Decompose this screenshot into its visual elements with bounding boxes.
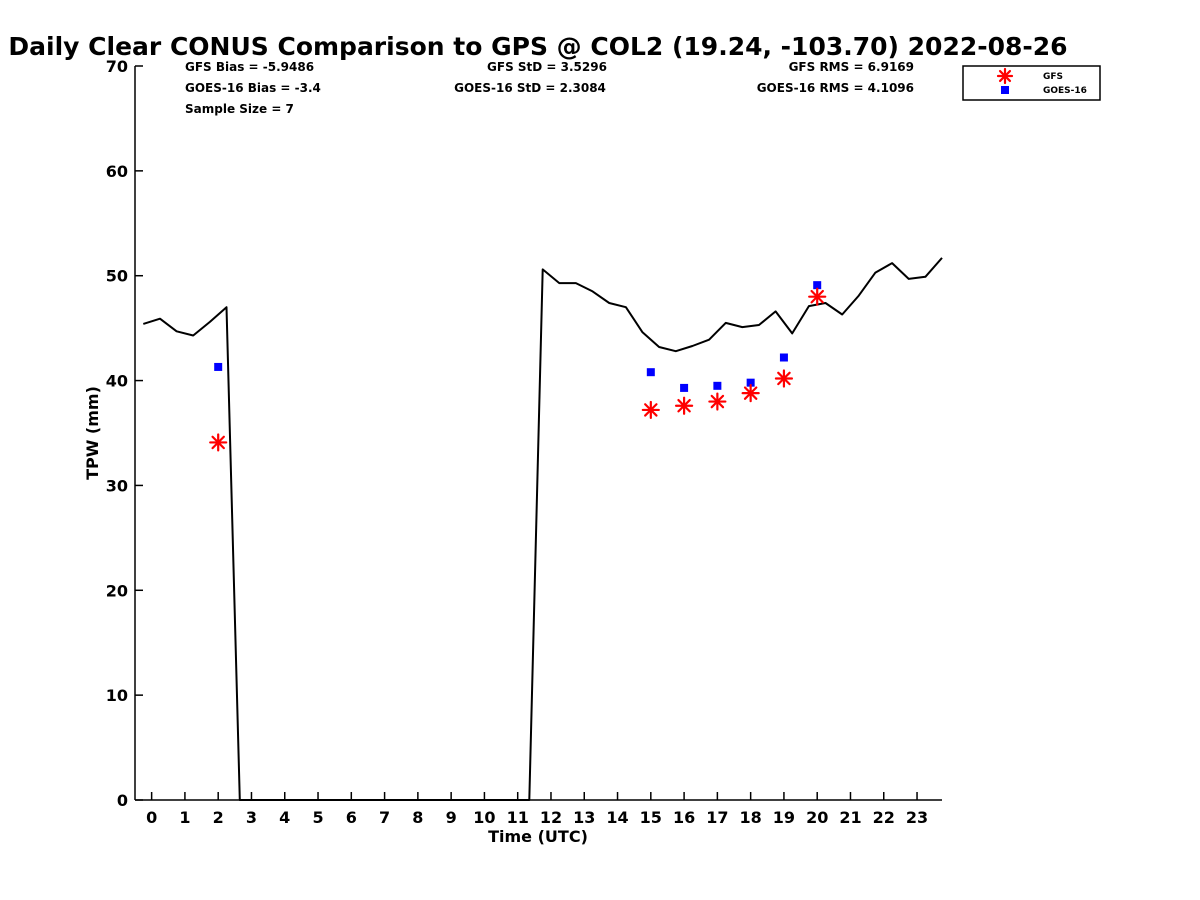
y-tick-label: 50 <box>106 267 128 286</box>
stats-box: GFS Bias = -5.9486 GOES-16 Bias = -3.4 S… <box>185 60 914 116</box>
x-tick-label: 7 <box>379 808 390 827</box>
chart-title: Daily Clear CONUS Comparison to GPS @ CO… <box>8 32 1067 61</box>
gfs-point <box>641 400 660 420</box>
x-tick-label: 16 <box>673 808 695 827</box>
goes16-point <box>646 368 655 377</box>
legend-gfs-marker <box>996 67 1014 85</box>
x-tick-label: 2 <box>213 808 224 827</box>
legend-goes-marker <box>1001 86 1009 94</box>
gfs-std-text: GFS StD = 3.5296 <box>487 60 607 74</box>
x-tick-label: 0 <box>146 808 157 827</box>
x-tick-label: 11 <box>507 808 529 827</box>
x-tick-label: 10 <box>473 808 495 827</box>
x-tick-label: 14 <box>606 808 628 827</box>
x-tick-label: 5 <box>312 808 323 827</box>
x-tick-label: 12 <box>540 808 562 827</box>
goes-bias-text: GOES-16 Bias = -3.4 <box>185 81 321 95</box>
y-tick-label: 0 <box>117 791 128 810</box>
x-tick-label: 1 <box>179 808 190 827</box>
goes16-point <box>680 383 689 392</box>
x-tick-label: 19 <box>773 808 795 827</box>
x-tick-label: 8 <box>412 808 423 827</box>
y-tick-label: 10 <box>106 686 128 705</box>
gfs-point <box>209 433 228 452</box>
legend-gfs-label: GFS <box>1043 72 1063 82</box>
gfs-point <box>741 384 760 403</box>
x-tick-label: 23 <box>906 808 928 827</box>
goes16-point <box>779 353 788 362</box>
legend-box <box>962 65 1101 101</box>
x-tick-label: 18 <box>740 808 762 827</box>
x-axis-label: Time (UTC) <box>488 827 588 846</box>
gfs-point <box>674 396 694 415</box>
x-tick-label: 17 <box>706 808 728 827</box>
x-tick-label: 20 <box>806 808 828 827</box>
legend-gfs-asterisk <box>996 67 1014 85</box>
goes16-point <box>813 281 822 290</box>
y-tick-label: 20 <box>106 581 128 600</box>
series-layer <box>143 257 943 801</box>
gfs-point <box>774 369 794 388</box>
x-tick-label: 15 <box>640 808 662 827</box>
y-tick-label: 30 <box>106 476 128 495</box>
gfs-point <box>808 287 827 306</box>
x-tick-label: 9 <box>446 808 457 827</box>
y-axis-label: TPW (mm) <box>83 386 102 480</box>
y-tick-label: 40 <box>106 372 128 391</box>
goes-std-text: GOES-16 StD = 2.3084 <box>454 81 606 95</box>
x-tick-label: 21 <box>839 808 861 827</box>
gps-tpw-line <box>143 257 943 801</box>
x-tick-label: 13 <box>573 808 595 827</box>
y-ticks: 0 10 20 30 40 50 60 70 <box>106 57 143 810</box>
gfs-rms-text: GFS RMS = 6.9169 <box>789 60 914 74</box>
x-ticks: 0 1 2 3 4 5 6 7 8 9 10 11 12 13 14 15 16 17 18 19 20 21 22 23 <box>146 792 928 827</box>
x-tick-label: 22 <box>873 808 895 827</box>
x-tick-label: 4 <box>279 808 290 827</box>
goes16-point <box>746 378 755 387</box>
legend-goes-label: GOES-16 <box>1043 86 1087 96</box>
goes16-point <box>713 381 722 390</box>
y-tick-label: 60 <box>106 162 128 181</box>
legend: GFS GOES-16 <box>962 65 1101 101</box>
goes16-point <box>214 362 223 371</box>
x-tick-label: 6 <box>346 808 357 827</box>
gfs-bias-text: GFS Bias = -5.9486 <box>185 60 314 74</box>
sample-size-text: Sample Size = 7 <box>185 102 294 116</box>
gfs-point <box>708 392 727 411</box>
goes-rms-text: GOES-16 RMS = 4.1096 <box>757 81 914 95</box>
y-tick-label: 70 <box>106 57 128 76</box>
x-tick-label: 3 <box>246 808 257 827</box>
